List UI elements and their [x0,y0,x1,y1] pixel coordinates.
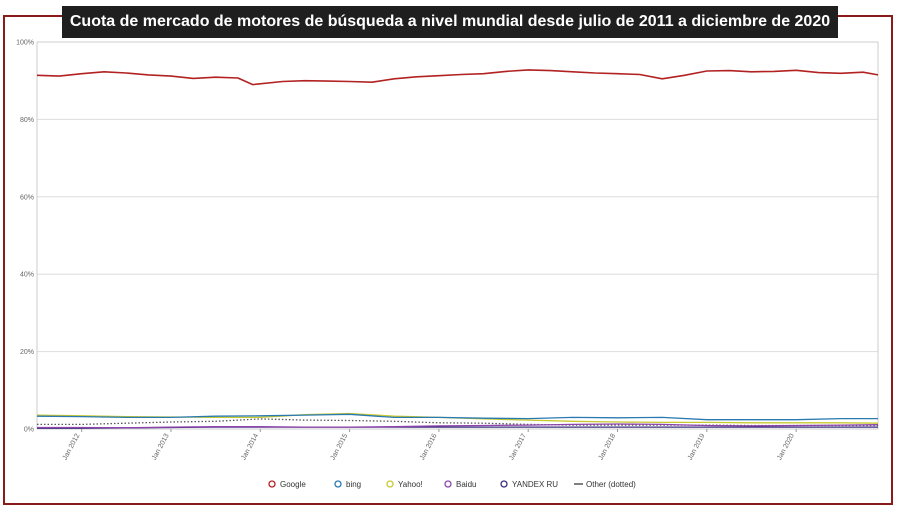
legend-item-label: YANDEX RU [512,480,558,489]
legend-marker [444,480,452,488]
y-tick-label: 100% [16,40,34,47]
x-tick-label: Jan 2015 [330,433,350,462]
x-tick-label: Jan 2017 [508,433,528,462]
y-tick-label: 40% [20,272,34,279]
plot-area-border [36,41,879,430]
legend-item-label: bing [346,480,361,489]
legend: Google bing Yahoo! Baidu YANDEX RU Other (dot… [268,480,636,489]
legend-item-label: Yahoo! [398,480,423,489]
legend-marker [268,480,276,488]
x-tick-label: Jan 2018 [598,433,618,462]
x-tick-label: Jan 2014 [240,433,260,462]
legend-item-label: Baidu [456,480,476,489]
legend-marker [334,480,342,488]
grid-lines [36,41,879,430]
x-tick-label: Jan 2012 [62,433,82,462]
y-tick-label: 80% [20,117,34,124]
y-tick-label: 60% [20,194,34,201]
legend-marker [386,480,394,488]
legend-item-label: Other (dotted) [586,480,636,489]
y-tick-label: 20% [20,349,34,356]
y-tick-label: 0% [24,427,34,434]
x-tick-label: Jan 2013 [151,433,171,462]
legend-item-label: Google [280,480,306,489]
x-tick-label: Jan 2016 [419,433,439,462]
x-tick-label: Jan 2020 [776,433,796,462]
legend-marker [500,480,508,488]
series-lines [36,69,879,429]
y-axis-ticks: 0% 20% 40% 60% 80% 100% [16,40,34,434]
series-line-0 [36,69,879,86]
x-tick-label: Jan 2019 [687,433,707,462]
series-line-1 [36,413,878,421]
series-line-3 [37,423,879,429]
chart-title: Cuota de mercado de motores de búsqueda … [62,6,838,38]
x-axis-ticks: Jan 2012 Jan 2013 Jan 2014 Jan 2015 Jan 2016… [62,429,797,462]
